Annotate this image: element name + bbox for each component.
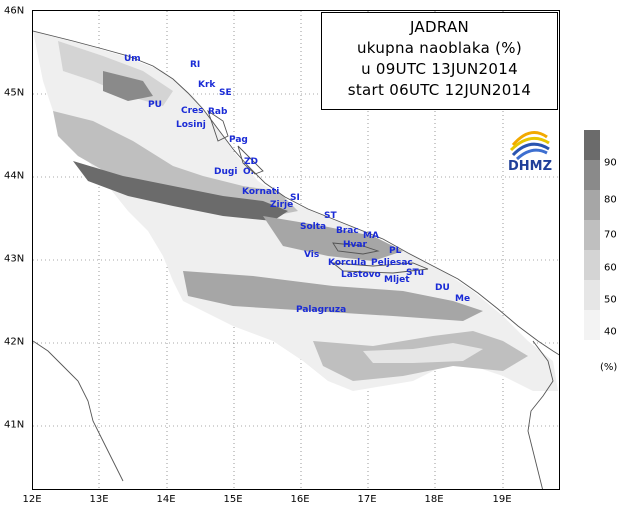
colorbar-label: 40: [604, 326, 617, 338]
cloud-band-2: [103, 71, 153, 101]
lon-label: 19E: [492, 494, 512, 505]
lat-label: 46N: [4, 5, 25, 17]
colorbar-swatch: [584, 310, 600, 340]
lon-label: 16E: [290, 494, 310, 505]
place-label: Dugi: [214, 167, 238, 177]
colorbar-swatch: [584, 220, 600, 251]
place-label: Mljet: [384, 275, 410, 285]
colorbar-swatch: [584, 130, 600, 161]
place-label: Peljesac: [371, 258, 413, 268]
place-label: ST: [324, 211, 337, 221]
place-label: RI: [190, 60, 201, 70]
colorbar-label: 90: [604, 157, 617, 169]
title-start-time: start 06UTC 12JUN2014: [347, 81, 532, 99]
lat-label: 43N: [4, 253, 25, 265]
dhmz-sun-logo-icon: [509, 131, 550, 161]
lat-label: 42N: [4, 336, 25, 348]
title-region: JADRAN: [409, 18, 470, 36]
place-label: O.: [243, 167, 254, 177]
place-label: Rab: [208, 107, 228, 117]
cloud-band-3: [53, 111, 298, 216]
place-label: Kornati: [242, 187, 280, 197]
lon-label: 15E: [223, 494, 243, 505]
lon-label: 14E: [156, 494, 176, 505]
cloud-band-4: [73, 161, 288, 221]
place-label: Me: [455, 294, 471, 304]
place-label: Cres: [181, 106, 204, 116]
place-label: PU: [148, 100, 162, 110]
place-label: Solta: [300, 222, 327, 232]
place-label: Krk: [198, 80, 216, 90]
place-label: Zirje: [270, 200, 294, 210]
title-variable: ukupna naoblaka (%): [356, 39, 523, 57]
place-label: SI: [290, 193, 300, 203]
place-label: PL: [389, 246, 402, 256]
map-canvas: [33, 11, 559, 489]
lat-label: 45N: [4, 87, 25, 99]
logo-text: DHMZ: [507, 159, 553, 174]
cloud-band-5: [263, 216, 403, 261]
colorbar-label: 50: [604, 294, 617, 306]
place-label: Hvar: [343, 240, 367, 250]
place-label: STu: [406, 268, 425, 278]
cloud-band-6: [183, 271, 483, 321]
colorbar-label: 70: [604, 229, 617, 241]
place-label: MA: [363, 231, 379, 241]
lat-label: 44N: [4, 170, 25, 182]
lon-label: 18E: [424, 494, 444, 505]
coastline: [33, 30, 559, 489]
colorbar: [584, 130, 600, 340]
lon-label: 17E: [357, 494, 377, 505]
place-label: Brac: [336, 226, 359, 236]
title-box: JADRAN ukupna naoblaka (%) u 09UTC 13JUN…: [321, 12, 558, 110]
colorbar-swatch: [584, 160, 600, 191]
colorbar-swatch: [584, 190, 600, 221]
place-label: Lastovo: [341, 270, 381, 280]
place-label: ZD: [244, 157, 258, 167]
colorbar-label: 80: [604, 194, 617, 206]
place-label: Pag: [229, 135, 248, 145]
lat-label: 41N: [4, 419, 25, 431]
colorbar-swatch: [584, 280, 600, 311]
place-label: DU: [435, 283, 450, 293]
title-valid-time: u 09UTC 13JUN2014: [361, 60, 518, 78]
colorbar-swatch: [584, 250, 600, 281]
lon-label: 13E: [89, 494, 109, 505]
lon-label: 12E: [22, 494, 42, 505]
place-label: Um: [124, 54, 141, 64]
place-label: Palagruza: [296, 305, 347, 315]
place-label: Losinj: [176, 120, 206, 130]
place-label: Vis: [304, 250, 320, 260]
place-label: Korcula: [328, 258, 367, 268]
colorbar-label: 60: [604, 262, 617, 274]
cloud-band-8: [363, 343, 483, 363]
colorbar-unit: (%): [600, 362, 618, 373]
place-label: SE: [219, 88, 232, 98]
